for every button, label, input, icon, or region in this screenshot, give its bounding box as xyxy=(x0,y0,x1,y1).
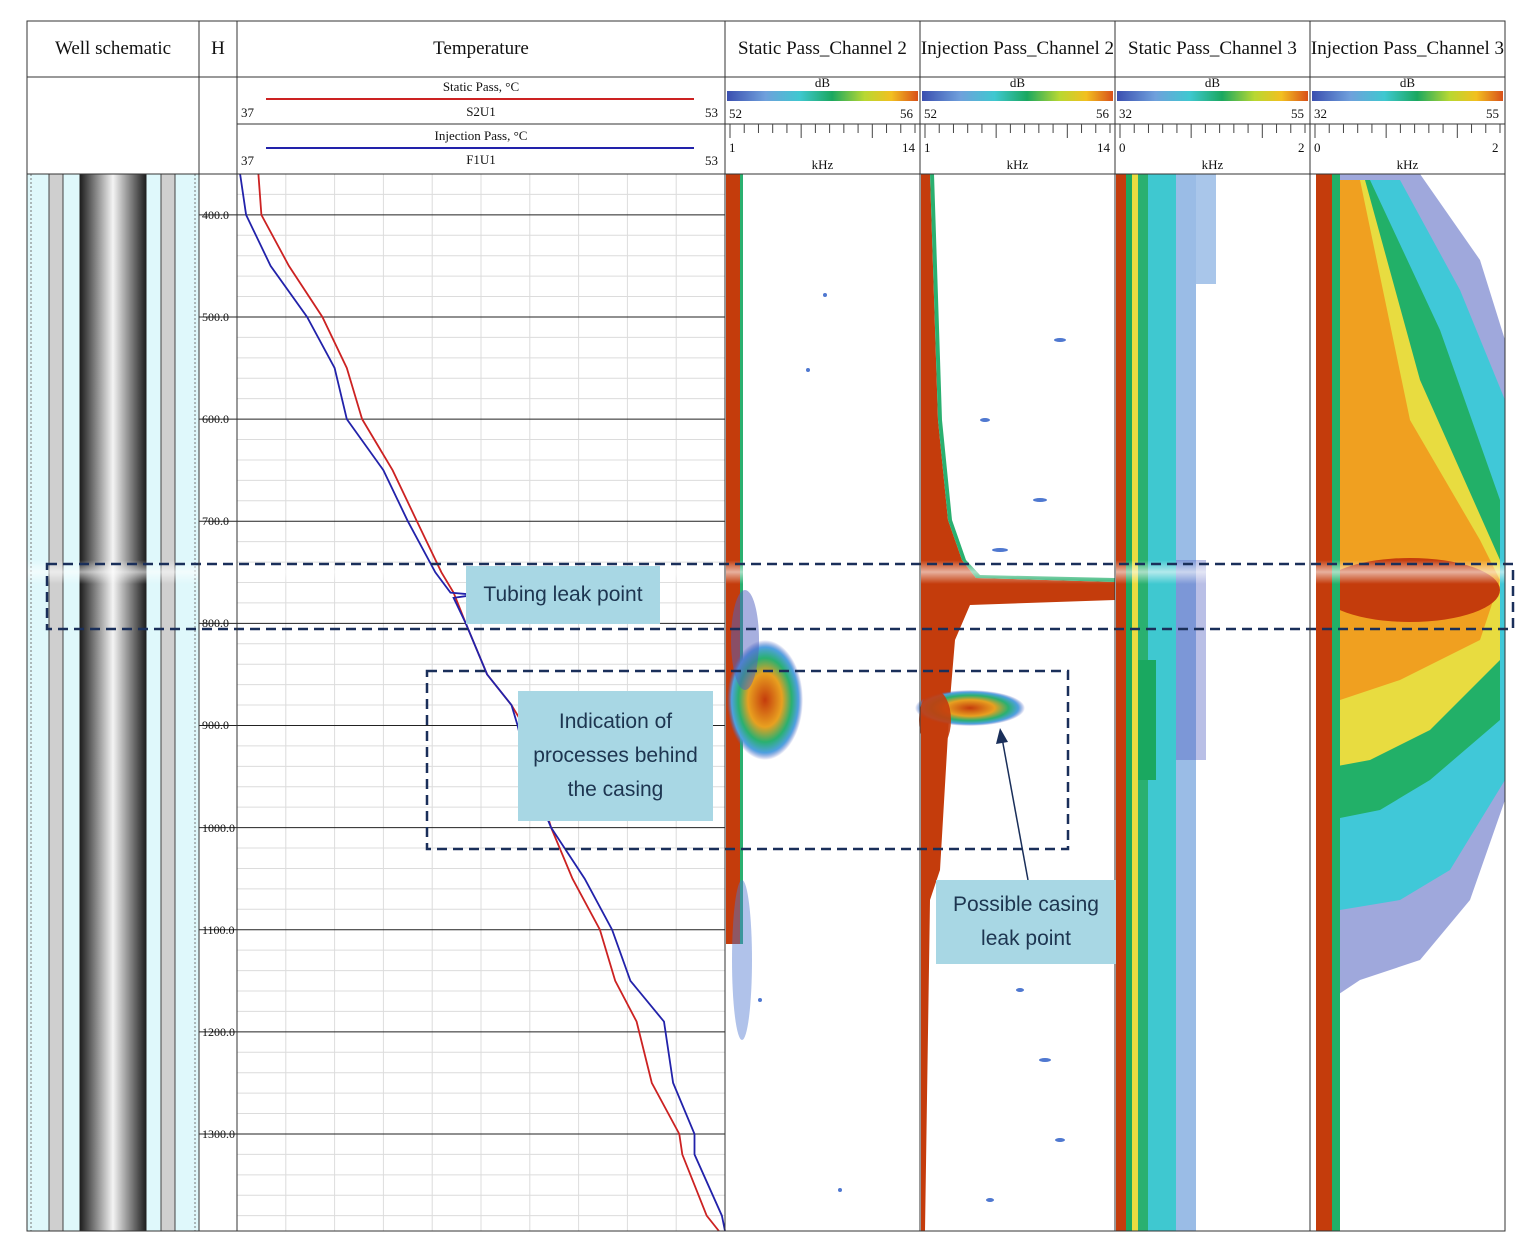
depth-label: 900.0 xyxy=(202,718,229,733)
spectrum-header-2: Injection Pass_Channel 2 xyxy=(920,38,1115,59)
scale1-db-min: 52 xyxy=(729,106,742,121)
static-curve-min: 37 xyxy=(241,105,254,120)
static-curve-mnemonic: S2U1 xyxy=(466,104,496,119)
depth-label: 500.0 xyxy=(202,309,229,324)
db-color-scale xyxy=(1117,91,1308,101)
depth-label: 1000.0 xyxy=(202,820,235,835)
spectrum-injection-ch2 xyxy=(915,174,1115,1231)
casing-leak-arrow xyxy=(1001,737,1029,881)
static-curve-max: 53 xyxy=(705,105,718,120)
scale1-freq-max: 14 xyxy=(902,140,915,155)
tubing-leak-callout: Tubing leak point xyxy=(466,566,660,624)
scale4-freq-unit: kHz xyxy=(1396,157,1419,172)
scale1-db-label: dB xyxy=(814,75,831,90)
depth-label: 600.0 xyxy=(202,412,229,427)
db-color-scale xyxy=(922,91,1113,101)
depth-label: 1300.0 xyxy=(202,1126,235,1141)
scale4-db-min: 32 xyxy=(1314,106,1327,121)
depth-label: 400.0 xyxy=(202,207,229,222)
scale4-freq-min: 0 xyxy=(1314,140,1321,155)
depth-header: H xyxy=(211,38,225,59)
scale1-freq-min: 1 xyxy=(729,140,736,155)
scale4-db-label: dB xyxy=(1399,75,1416,90)
temperature-header: Temperature xyxy=(433,38,529,59)
scale2-freq-unit: kHz xyxy=(1006,157,1029,172)
spectrum-header-4: Injection Pass_Channel 3 xyxy=(1310,38,1505,59)
depth-label: 1200.0 xyxy=(202,1024,235,1039)
scale3-freq-max: 2 xyxy=(1298,140,1305,155)
injection-curve-name: Injection Pass, °C xyxy=(434,128,528,143)
scale2-db-max: 56 xyxy=(1096,106,1109,121)
depth-label: 800.0 xyxy=(202,616,229,631)
static-curve-name: Static Pass, °C xyxy=(442,79,520,94)
spectrum-header-1: Static Pass_Channel 2 xyxy=(738,38,907,59)
spectrum-injection-ch3 xyxy=(1310,174,1505,1231)
scale3-freq-min: 0 xyxy=(1119,140,1126,155)
injection-curve-max: 53 xyxy=(705,153,718,168)
scale4-db-max: 55 xyxy=(1486,106,1499,121)
behind-casing-callout: Indication of processes behind the casin… xyxy=(518,691,713,821)
spectrum-static-ch3 xyxy=(1115,174,1310,1231)
casing-leak-callout: Possible casing leak point xyxy=(936,880,1116,964)
db-color-scale xyxy=(727,91,918,101)
scale3-freq-unit: kHz xyxy=(1201,157,1224,172)
scale3-db-min: 32 xyxy=(1119,106,1132,121)
well-schematic-header: Well schematic xyxy=(54,38,172,59)
scale4-freq-max: 2 xyxy=(1492,140,1499,155)
depth-label: 1100.0 xyxy=(202,922,235,937)
behind-casing-box xyxy=(425,669,1070,851)
spectrum-header-3: Static Pass_Channel 3 xyxy=(1128,38,1297,59)
well-schematic xyxy=(27,173,199,1232)
depth-label: 700.0 xyxy=(202,514,229,529)
scale2-freq-min: 1 xyxy=(924,140,931,155)
injection-curve-min: 37 xyxy=(241,153,254,168)
temperature-curves xyxy=(239,173,726,1232)
scale1-freq-unit: kHz xyxy=(811,157,834,172)
scale3-db-label: dB xyxy=(1204,75,1221,90)
scale2-db-min: 52 xyxy=(924,106,937,121)
spectrum-static-ch2 xyxy=(725,174,920,1231)
db-color-scale xyxy=(1312,91,1503,101)
scale2-db-label: dB xyxy=(1009,75,1026,90)
scale3-db-max: 55 xyxy=(1291,106,1304,121)
spectra-scale-bars xyxy=(727,91,1503,138)
injection-curve-mnemonic: F1U1 xyxy=(466,152,496,167)
injection-pass-curve xyxy=(239,173,726,1232)
scale1-db-max: 56 xyxy=(900,106,913,121)
scale2-freq-max: 14 xyxy=(1097,140,1110,155)
tubing-leak-box xyxy=(45,562,1515,631)
